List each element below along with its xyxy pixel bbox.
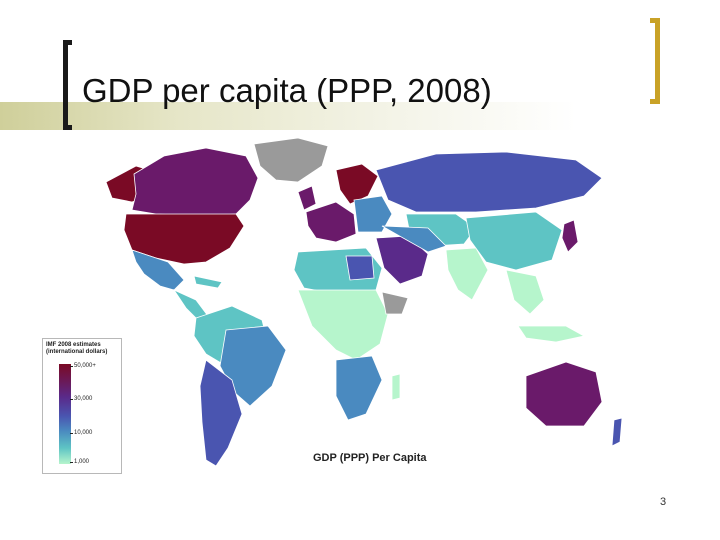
- legend-color-scale: [59, 364, 71, 464]
- map-legend: IMF 2008 estimates (international dollar…: [42, 338, 122, 474]
- scandinavia: [335, 163, 379, 205]
- china: [465, 211, 563, 271]
- world-map-graphic: [105, 137, 623, 467]
- page-number: 3: [660, 496, 667, 508]
- southeast-asia: [505, 269, 545, 315]
- europe-west: [305, 201, 357, 243]
- map-caption: GDP (PPP) Per Capita: [313, 452, 427, 464]
- central-africa: [297, 289, 389, 361]
- slide-title: GDP per capita (PPP, 2008): [82, 72, 492, 109]
- canada: [131, 147, 259, 217]
- legend-title: IMF 2008 estimates (international dollar…: [46, 342, 108, 355]
- australia: [525, 361, 603, 427]
- libya: [345, 255, 375, 281]
- legend-tick-1000: 1,000: [69, 459, 90, 465]
- japan: [561, 219, 579, 253]
- russia: [375, 151, 603, 213]
- right-bracket-decoration: [650, 18, 660, 104]
- mexico: [131, 249, 185, 291]
- brazil: [219, 325, 287, 407]
- united-kingdom: [297, 185, 317, 211]
- horn-of-africa: [381, 291, 409, 315]
- legend-tick-10000: 10,000: [69, 430, 93, 436]
- left-bracket-decoration: [63, 40, 72, 130]
- title-underline-band: [0, 102, 720, 130]
- legend-tick-50000: 50,000+: [70, 363, 96, 369]
- new-zealand: [611, 417, 623, 447]
- legend-tick-30000: 30,000: [69, 396, 93, 402]
- south-america-south: [199, 359, 243, 467]
- greenland: [253, 137, 329, 183]
- southern-africa: [335, 355, 383, 421]
- indonesia: [517, 325, 586, 343]
- turkey-iran: [381, 225, 447, 253]
- eastern-europe: [353, 195, 393, 233]
- caribbean: [193, 275, 223, 289]
- madagascar: [391, 373, 401, 401]
- world-gdp-map: IMF 2008 estimates (international dollar…: [36, 130, 648, 492]
- usa: [123, 213, 245, 265]
